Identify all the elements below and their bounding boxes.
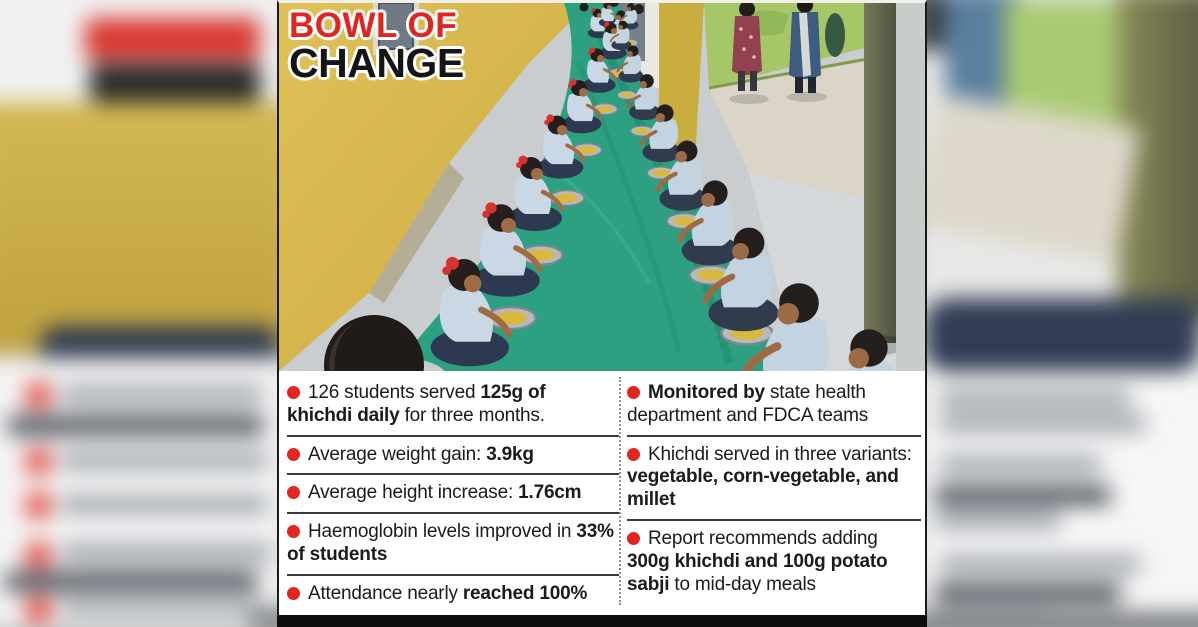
- bullet-dot-icon: [287, 386, 300, 399]
- bullet-dot-icon: [627, 447, 640, 461]
- blur-blob: [915, 612, 1198, 627]
- bullet-dot-icon: [287, 486, 300, 500]
- blur-blob: [62, 544, 272, 561]
- facts-column-left: 126 students served 125g of khichdi dail…: [281, 371, 619, 615]
- photo: BOWL OF CHANGE: [279, 3, 925, 371]
- bullet-dot-icon: [627, 386, 640, 399]
- blur-blob: [25, 542, 52, 569]
- column-divider: [619, 377, 621, 605]
- fact-text: Monitored by state health department and…: [627, 382, 869, 426]
- blur-blob: [62, 600, 262, 615]
- fact-text: 126 students served 125g of khichdi dail…: [287, 382, 546, 426]
- fact-text: Average weight gain: 3.9kg: [308, 443, 534, 465]
- fact-item: Attendance nearly reached 100%: [287, 576, 619, 613]
- fact-item: Average weight gain: 3.9kg: [287, 437, 619, 476]
- blur-blob: [90, 64, 260, 102]
- card-bottom-border: [277, 615, 927, 627]
- photo-illustration: [279, 3, 925, 371]
- blur-blob: [940, 456, 1100, 473]
- blur-blob: [940, 415, 1145, 432]
- fact-item: Haemoglobin levels improved in 33% of st…: [287, 514, 619, 576]
- fact-text: Attendance nearly reached 100%: [308, 582, 588, 604]
- blur-blob: [925, 298, 1198, 372]
- facts-panel: 126 students served 125g of khichdi dail…: [281, 371, 923, 615]
- fact-item: 126 students served 125g of khichdi dail…: [287, 375, 619, 437]
- headline: BOWL OF CHANGE: [289, 6, 464, 87]
- fact-item: Khichdi served in three variants: vegeta…: [627, 437, 921, 521]
- blur-blob: [935, 486, 1110, 505]
- bullet-dot-icon: [287, 586, 300, 600]
- blur-blob: [62, 496, 267, 513]
- blur-blob: [935, 512, 1060, 529]
- blur-blob: [62, 386, 262, 403]
- bullet-dot-icon: [287, 447, 300, 461]
- headline-line1: BOWL OF: [289, 6, 458, 45]
- fact-item: Average height increase: 1.76cm: [287, 475, 619, 515]
- blur-blob: [62, 452, 267, 469]
- blur-blob: [25, 492, 52, 519]
- blur-blob: [940, 390, 1130, 407]
- bullet-dot-icon: [627, 531, 640, 545]
- headline-line2: CHANGE: [289, 40, 464, 87]
- fact-item: Monitored by state health department and…: [627, 375, 921, 437]
- fact-item: Report recommends adding 300g khichdi an…: [627, 521, 921, 603]
- fact-text: Average height increase: 1.76cm: [308, 482, 582, 504]
- blur-blob: [25, 382, 52, 409]
- blur-blob: [25, 596, 52, 623]
- fact-text: Haemoglobin levels improved in 33% of st…: [287, 521, 614, 565]
- facts-column-right: Monitored by state health department and…: [621, 371, 923, 615]
- bullet-dot-icon: [287, 525, 300, 539]
- blur-blob: [5, 572, 257, 591]
- blur-blob: [1005, 0, 1140, 125]
- blur-blob: [935, 584, 1120, 603]
- blur-blob: [940, 556, 1140, 573]
- infographic-card: BOWL OF CHANGE 126 students served 125g …: [277, 0, 927, 627]
- blur-blob: [0, 102, 290, 354]
- blur-blob: [85, 18, 260, 60]
- blur-blob: [25, 448, 52, 475]
- fact-text: Khichdi served in three variants: vegeta…: [627, 443, 912, 511]
- fact-text: Report recommends adding 300g khichdi an…: [627, 527, 888, 595]
- blur-blob: [8, 416, 263, 435]
